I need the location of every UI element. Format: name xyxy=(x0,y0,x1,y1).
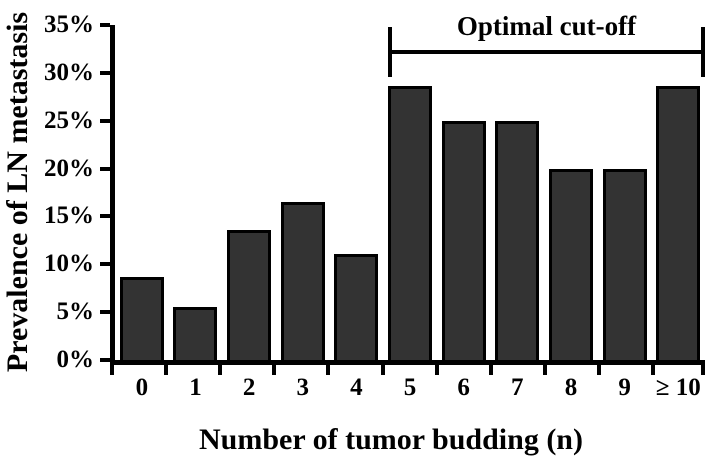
bar-slot-4 xyxy=(330,25,384,360)
bar-slot-5 xyxy=(383,25,437,360)
x-tick-label: 6 xyxy=(457,374,470,401)
y-tick xyxy=(100,358,110,362)
y-tick-label: 25% xyxy=(44,106,94,134)
y-tick xyxy=(100,118,110,123)
x-tick-label: 1 xyxy=(189,374,202,401)
x-tick xyxy=(434,365,439,375)
bar-slot-8 xyxy=(544,25,598,360)
bar-≥ 10 xyxy=(656,86,701,360)
y-tick xyxy=(100,214,110,219)
x-tick-label: 7 xyxy=(511,374,524,401)
x-tick xyxy=(110,365,114,375)
bar-1 xyxy=(173,307,218,360)
x-tick xyxy=(596,365,601,375)
x-axis-title: Number of tumor budding (n) xyxy=(199,423,583,456)
bar-slot-1 xyxy=(169,25,223,360)
x-tick-label: 0 xyxy=(135,374,149,401)
bar-0 xyxy=(119,276,164,360)
bar-7 xyxy=(495,120,540,360)
x-tick xyxy=(326,365,331,375)
bars-container xyxy=(115,25,705,360)
bar-5 xyxy=(388,86,433,360)
x-tick-label: 3 xyxy=(296,374,309,401)
x-tick xyxy=(488,365,493,375)
bar-3 xyxy=(280,202,325,360)
y-tick-label: 30% xyxy=(44,58,94,86)
x-tick xyxy=(164,365,169,375)
bar-8 xyxy=(548,168,593,360)
optimal-cutoff-bracket-left-cap xyxy=(388,27,392,77)
y-tick xyxy=(100,23,110,27)
x-tick xyxy=(701,365,705,375)
x-tick xyxy=(380,365,385,375)
bar-6 xyxy=(441,120,486,360)
y-tick-label: 20% xyxy=(44,154,94,182)
y-tick-label: 15% xyxy=(44,202,94,230)
bar-9 xyxy=(602,168,647,360)
bar-slot-2 xyxy=(222,25,276,360)
x-tick-label: 9 xyxy=(618,374,631,401)
optimal-cutoff-bracket-right-cap xyxy=(701,27,705,77)
x-tick xyxy=(650,365,655,375)
x-tick-label: 8 xyxy=(564,374,578,401)
bar-slot-3 xyxy=(276,25,330,360)
y-tick xyxy=(100,310,110,315)
bar-slot-7 xyxy=(490,25,544,360)
bar-4 xyxy=(334,253,379,360)
y-tick xyxy=(100,262,110,267)
y-tick xyxy=(100,166,110,171)
x-tick xyxy=(218,365,223,375)
y-tick-label: 0% xyxy=(56,346,95,373)
x-axis-tick-labels: 0 1 2 3 4 5 6 7 8 9 ≥ 10 xyxy=(115,374,705,402)
x-tick-label: ≥ 10 xyxy=(655,374,701,401)
x-tick xyxy=(272,365,277,375)
x-tick-label: 4 xyxy=(350,374,363,401)
x-tick-label: 2 xyxy=(242,374,256,401)
y-tick-label: 10% xyxy=(44,250,94,278)
bar-slot-≥ 10 xyxy=(651,25,705,360)
optimal-cutoff-label: Optimal cut-off xyxy=(456,11,637,41)
x-tick xyxy=(542,365,547,375)
x-tick-label: 5 xyxy=(403,374,417,401)
y-tick-label: 5% xyxy=(56,298,95,326)
optimal-cutoff-bracket-line xyxy=(388,50,705,54)
y-tick-label: 35% xyxy=(44,11,94,38)
y-tick xyxy=(100,70,110,75)
bar-slot-6 xyxy=(437,25,491,360)
bar-slot-9 xyxy=(598,25,652,360)
bar-2 xyxy=(227,229,272,360)
plot-area xyxy=(110,25,705,365)
bar-slot-0 xyxy=(115,25,169,360)
